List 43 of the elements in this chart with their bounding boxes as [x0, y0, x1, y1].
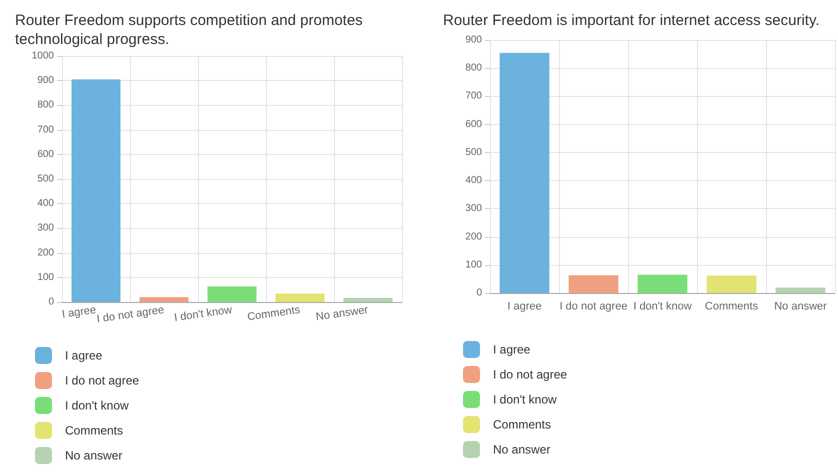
- x-tick-label: I don't know: [633, 300, 692, 312]
- y-tick-label: 400: [37, 198, 54, 210]
- x-tick-label: I do not agree: [560, 300, 628, 312]
- y-tick-label: 100: [465, 259, 482, 270]
- y-tick-label: 500: [465, 146, 482, 158]
- x-tick-label: No answer: [315, 304, 370, 324]
- y-tick-label: 300: [465, 203, 482, 214]
- legend-label: I do not agree: [493, 368, 568, 382]
- y-tick-label: 600: [37, 148, 54, 160]
- y-tick-label: 0: [48, 296, 54, 308]
- x-tick-label: Comments: [246, 304, 302, 324]
- x-tick-label: I agree: [61, 304, 97, 321]
- y-tick-label: 200: [465, 231, 482, 242]
- y-tick-label: 200: [37, 247, 54, 258]
- x-tick-label: Comments: [704, 300, 759, 312]
- y-tick-label: 800: [37, 100, 54, 111]
- legend-label: Comments: [65, 424, 124, 438]
- y-tick-label: 800: [465, 62, 482, 74]
- y-tick-label: 700: [465, 90, 482, 102]
- y-tick-label: 400: [465, 175, 482, 186]
- chart-title: Router Freedom supports competition and promotes technological progress.: [15, 12, 367, 48]
- legend-label: Comments: [493, 418, 552, 432]
- legend-label: No answer: [493, 442, 550, 456]
- legend-label: I don't know: [493, 392, 557, 406]
- legend-label: I don't know: [65, 398, 129, 412]
- x-tick-label: No answer: [774, 300, 828, 312]
- y-tick-label: 900: [465, 34, 482, 46]
- y-tick-label: 500: [37, 174, 54, 184]
- y-tick-label: 700: [37, 124, 54, 136]
- legend-label: I agree: [493, 342, 531, 356]
- y-tick-label: 1000: [32, 50, 54, 62]
- chart-title: Router Freedom is important for internet access security.: [443, 12, 820, 29]
- x-tick-label: I agree: [507, 300, 542, 312]
- legend-label: I do not agree: [65, 374, 140, 388]
- y-tick-label: 900: [37, 75, 54, 86]
- y-tick-label: 100: [37, 272, 54, 283]
- legend-label: I agree: [65, 348, 103, 362]
- y-tick-label: 300: [37, 222, 54, 234]
- y-tick-label: 600: [465, 118, 482, 130]
- y-tick-label: 0: [476, 288, 482, 298]
- legend-label: No answer: [65, 448, 122, 462]
- x-tick-label: I don't know: [173, 304, 233, 324]
- x-tick-label: I do not agree: [96, 304, 165, 326]
